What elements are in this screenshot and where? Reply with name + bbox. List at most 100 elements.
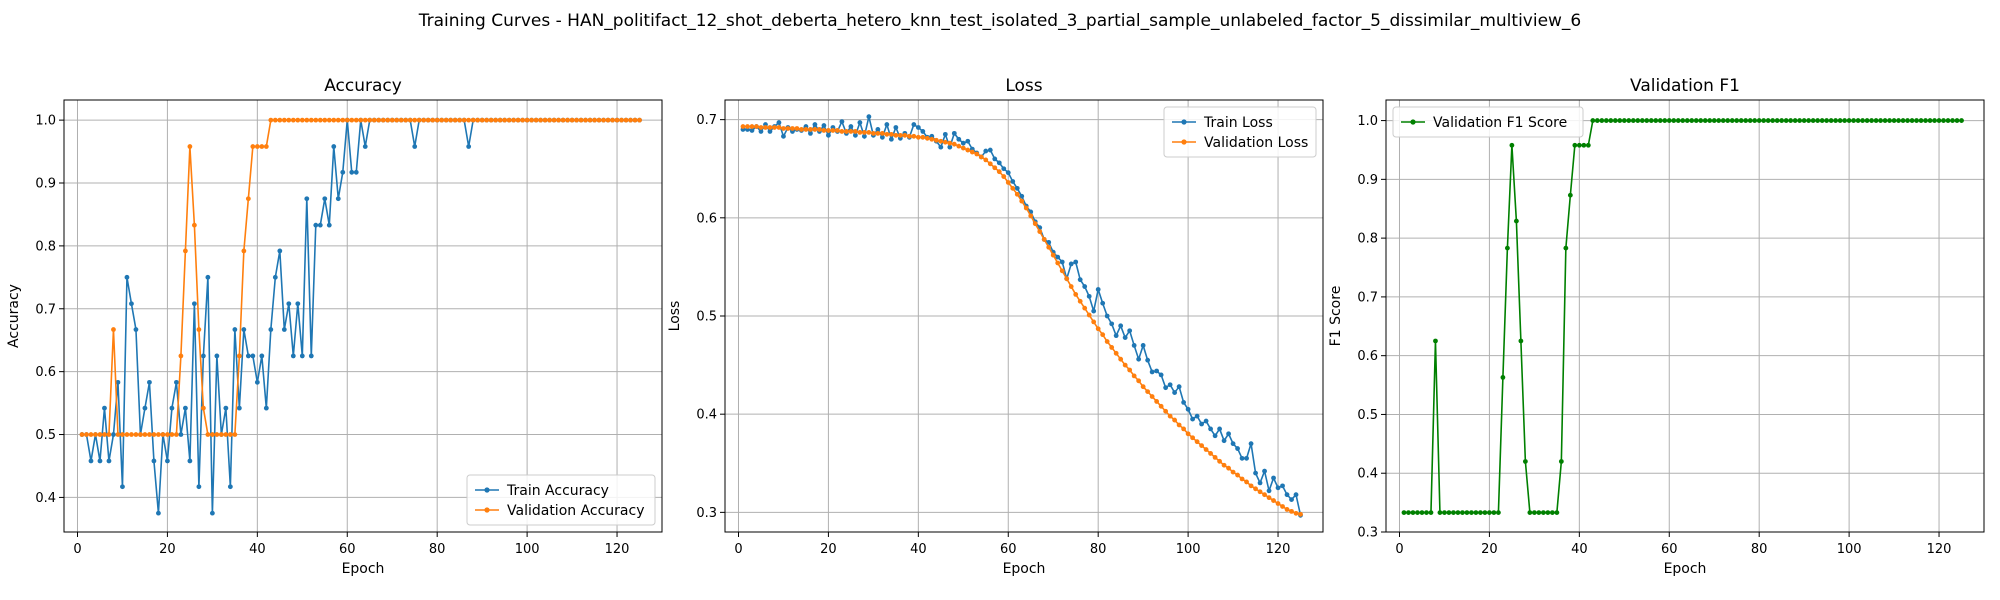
x-axis-label: Epoch	[1664, 561, 1707, 577]
data-point	[1235, 472, 1240, 478]
data-point	[1531, 510, 1537, 515]
data-point	[1711, 118, 1717, 123]
data-point	[781, 126, 786, 131]
data-point	[1226, 465, 1231, 471]
data-point	[852, 132, 858, 138]
data-point	[362, 117, 368, 123]
data-point	[1446, 510, 1452, 515]
data-point	[1936, 118, 1942, 123]
data-point	[1567, 192, 1573, 198]
data-point	[1046, 244, 1052, 250]
data-point	[637, 117, 642, 123]
x-tick-label: 20	[1481, 542, 1498, 557]
data-point	[223, 432, 229, 437]
data-point	[1019, 193, 1025, 199]
data-point	[434, 117, 440, 123]
data-point	[1410, 510, 1416, 515]
data-point	[861, 133, 867, 139]
data-point	[151, 432, 157, 437]
data-point	[142, 405, 148, 411]
x-tick-label: 120	[1927, 542, 1952, 557]
data-point	[299, 353, 305, 359]
data-point	[295, 117, 301, 123]
data-point	[1131, 343, 1137, 348]
data-point	[1073, 292, 1079, 297]
data-point	[133, 432, 139, 437]
data-point	[353, 169, 359, 175]
data-point	[1140, 384, 1146, 390]
data-point	[299, 117, 305, 123]
data-point	[1752, 118, 1758, 123]
data-point	[178, 353, 184, 359]
data-point	[272, 274, 278, 280]
data-point	[920, 134, 926, 140]
data-point	[241, 248, 247, 254]
data-point	[1887, 118, 1892, 123]
data-point	[1460, 510, 1465, 515]
data-point	[781, 133, 786, 139]
data-point	[1671, 118, 1677, 123]
y-tick-label: 0.5	[696, 310, 717, 325]
data-point	[601, 117, 606, 123]
data-point	[439, 117, 445, 123]
data-point	[848, 129, 854, 134]
data-point	[1864, 118, 1870, 123]
y-axis-label: Loss	[667, 301, 683, 332]
data-point	[124, 432, 130, 437]
data-point	[1217, 458, 1222, 464]
data-point	[992, 165, 998, 171]
y-axis-label: Accuracy	[6, 284, 22, 348]
x-tick-label: 60	[1661, 542, 1678, 557]
data-point	[821, 123, 827, 128]
data-point	[803, 127, 809, 132]
data-point	[1572, 142, 1578, 148]
data-point	[848, 124, 854, 129]
data-point	[1095, 326, 1101, 332]
y-tick-label: 0.6	[696, 211, 717, 226]
data-point	[969, 149, 975, 155]
data-point	[1662, 118, 1668, 123]
data-point	[160, 432, 166, 437]
data-point	[1037, 229, 1043, 234]
data-point	[106, 458, 112, 464]
data-point	[1855, 118, 1861, 123]
x-tick-label: 60	[339, 542, 356, 557]
data-point	[1729, 118, 1735, 123]
data-point	[470, 117, 476, 123]
x-tick-label: 80	[1090, 542, 1107, 557]
data-point	[996, 169, 1002, 175]
data-point	[844, 129, 849, 134]
data-point	[857, 130, 863, 135]
data-point	[839, 119, 845, 124]
data-point	[826, 128, 831, 133]
data-point	[183, 248, 188, 254]
data-point	[1104, 313, 1110, 319]
data-point	[1608, 118, 1614, 123]
data-point	[524, 117, 530, 123]
data-point	[1059, 268, 1065, 274]
data-point	[335, 117, 341, 123]
data-point	[1810, 118, 1816, 123]
data-point	[1208, 426, 1213, 432]
data-point	[826, 132, 831, 138]
legend-box	[1163, 106, 1317, 158]
x-tick-label: 80	[429, 542, 446, 557]
data-point	[1666, 118, 1672, 123]
data-point	[866, 130, 872, 135]
data-point	[1203, 418, 1209, 424]
data-point	[1896, 118, 1901, 123]
data-point	[1271, 498, 1276, 503]
data-point	[263, 144, 269, 149]
data-point	[484, 117, 490, 123]
data-point	[1203, 447, 1209, 452]
data-point	[245, 353, 251, 359]
data-point	[1437, 510, 1443, 515]
data-point	[1113, 333, 1119, 339]
data-point	[978, 154, 984, 160]
data-point	[1257, 480, 1263, 486]
data-point	[277, 248, 283, 254]
data-point	[281, 327, 287, 332]
data-point	[1518, 338, 1524, 344]
data-point	[187, 458, 193, 464]
data-point	[556, 117, 561, 123]
